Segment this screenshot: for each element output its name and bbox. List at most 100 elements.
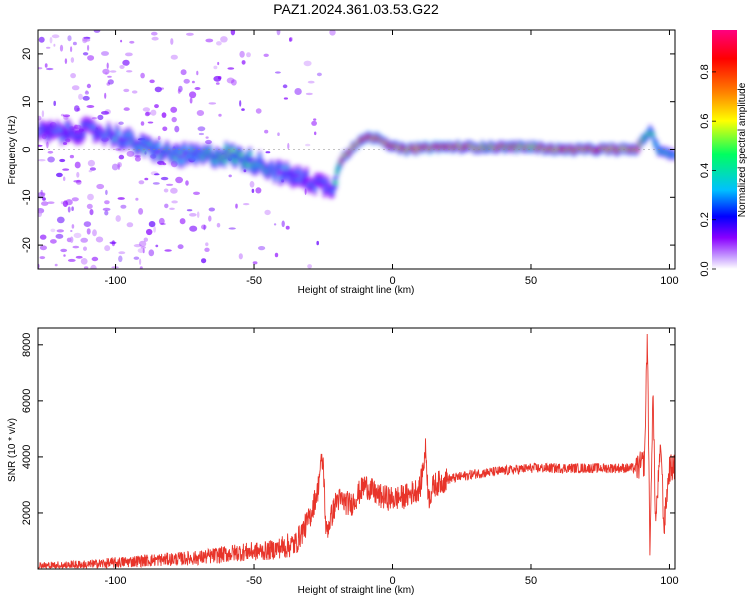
spectrogram-noise-blob — [149, 79, 155, 84]
spectrogram-noise-blob — [191, 80, 195, 84]
spectrogram-noise-blob — [162, 163, 167, 166]
spectrogram-noise-blob — [193, 191, 200, 195]
spectrogram-ridge-core — [124, 141, 129, 146]
spectrogram-noise-blob — [142, 107, 151, 112]
spectrogram-noise-blob — [189, 91, 197, 99]
spectrogram-noise-blob — [39, 256, 46, 260]
spectrogram-ridge-core — [113, 136, 118, 142]
x-tick-label: 50 — [525, 275, 537, 287]
spectrogram-noise-blob — [142, 248, 145, 254]
spectrogram-ridge-core — [183, 146, 187, 151]
spectrogram-noise-blob — [104, 200, 110, 205]
spectrogram-noise-blob — [47, 156, 55, 163]
spectrogram-noise-blob — [189, 225, 198, 232]
spectrogram-noise-blob — [71, 206, 74, 211]
colorbar-tick-label: 0.8 — [699, 64, 711, 79]
spectrogram-noise-blob — [204, 247, 210, 252]
spectrogram-noise-blob — [161, 112, 167, 118]
spectrogram-ridge-core — [231, 148, 236, 153]
spectrogram-noise-blob — [144, 177, 149, 181]
spectrogram-noise-blob — [41, 110, 45, 118]
spectrogram-noise-blob — [251, 188, 255, 193]
spectrogram-noise-blob — [38, 67, 43, 70]
spectrogram-noise-blob — [289, 37, 292, 42]
spectrogram-noise-blob — [177, 88, 181, 94]
spectrogram-noise-blob — [186, 32, 194, 36]
spectrogram-noise-blob — [145, 111, 151, 116]
y-tick-label: 4000 — [21, 445, 33, 469]
spectrogram-y-label: Frequency (Hz) — [7, 116, 18, 185]
spectrogram-noise-blob — [139, 258, 142, 265]
spectrogram-noise-blob — [53, 100, 56, 106]
spectrogram-noise-blob — [126, 70, 133, 73]
spectrogram-noise-blob — [51, 34, 60, 39]
spectrogram-ridge-core — [45, 135, 50, 140]
spectrogram-noise-blob — [264, 129, 269, 134]
spectrogram-noise-blob — [314, 131, 317, 136]
spectrogram-noise-blob — [169, 207, 175, 210]
colorbar-tick-label: 0.6 — [699, 114, 711, 129]
spectrogram-noise-blob — [67, 206, 71, 213]
spectrogram-noise-blob — [162, 126, 168, 132]
spectrogram-noise-blob — [38, 144, 43, 147]
spectrogram-noise-blob — [177, 244, 184, 250]
colorbar-ticks: 0.0 0.2 0.4 0.6 0.8 — [699, 64, 716, 277]
snr-x-ticks: -100 -50 0 50 100 — [105, 328, 679, 587]
spectrogram-ridge-core — [213, 159, 218, 165]
spectrogram-noise-blob — [171, 116, 177, 123]
spectrogram-noise-blob — [92, 229, 97, 237]
spectrogram-noise-blob — [196, 110, 205, 116]
x-tick-label: -100 — [105, 275, 127, 287]
spectrogram-noise-blob — [71, 85, 80, 91]
spectrogram-noise-blob — [205, 38, 214, 43]
spectrogram-x-label: Height of straight line (km) — [298, 285, 415, 296]
spectrogram-noise-blob — [109, 241, 117, 245]
spectrogram-noise-blob — [154, 104, 159, 109]
spectrogram-ridge-core — [156, 143, 161, 148]
spectrogram-noise-blob — [111, 163, 119, 171]
spectrogram-noise-blob — [41, 201, 49, 206]
spectrogram-noise-blob — [55, 233, 64, 239]
spectrogram-noise-blob — [38, 210, 43, 217]
spectrogram-noise-blob — [215, 82, 220, 85]
spectrogram-ridge — [38, 116, 675, 199]
spectrogram-noise-blob — [73, 232, 82, 239]
spectrogram-noise-blob — [74, 124, 82, 130]
spectrogram-noise-blob — [70, 73, 76, 79]
spectrogram-noise-blob — [144, 111, 150, 117]
spectrogram-noise-blob — [213, 65, 218, 70]
spectrogram-noise-blob — [152, 182, 160, 185]
spectrogram-noise-blob — [83, 246, 87, 251]
spectrogram-noise-blob — [154, 86, 162, 93]
spectrogram-noise-blob — [196, 70, 199, 76]
spectrogram-noise-blob — [126, 150, 135, 157]
spectrogram-noise-blob — [87, 44, 90, 51]
spectrogram-noise-blob — [126, 222, 134, 228]
spectrogram-noise-blob — [104, 245, 111, 252]
spectrogram-noise-blob — [75, 255, 83, 259]
spectrogram-noise-blob — [153, 173, 160, 176]
spectrogram-noise-blob — [147, 121, 154, 124]
spectrogram-noise-blob — [205, 139, 212, 145]
spectrogram-x-ticks: -100 -50 0 50 100 — [105, 30, 679, 287]
spectrogram-noise-blob — [56, 216, 65, 224]
spectrogram-noise-blob — [70, 57, 75, 63]
spectrogram-noise-blob — [246, 52, 251, 58]
spectrogram-noise-blob — [106, 62, 109, 69]
spectrogram-noise-blob — [239, 50, 245, 58]
colorbar-label: Normalized spectral amplitude — [737, 82, 748, 217]
spectrogram-noise-blob — [124, 52, 133, 57]
spectrogram-noise-blob — [71, 224, 75, 229]
spectrogram-noise-blob — [304, 188, 307, 195]
spectrogram-noise-blob — [150, 109, 157, 116]
spectrogram-noise-blob — [305, 143, 311, 147]
colorbar-gradient — [712, 30, 737, 269]
snr-y-label: SNR (10 * v/v) — [7, 418, 18, 482]
spectrogram-noise-blob — [131, 90, 138, 94]
spectrogram-noise-blob — [89, 209, 94, 216]
spectrogram-noise-blob — [118, 251, 126, 255]
spectrogram-noise-blob — [73, 180, 82, 183]
spectrogram-noise-blob — [197, 126, 206, 132]
spectrogram-noise-blob — [74, 161, 81, 169]
